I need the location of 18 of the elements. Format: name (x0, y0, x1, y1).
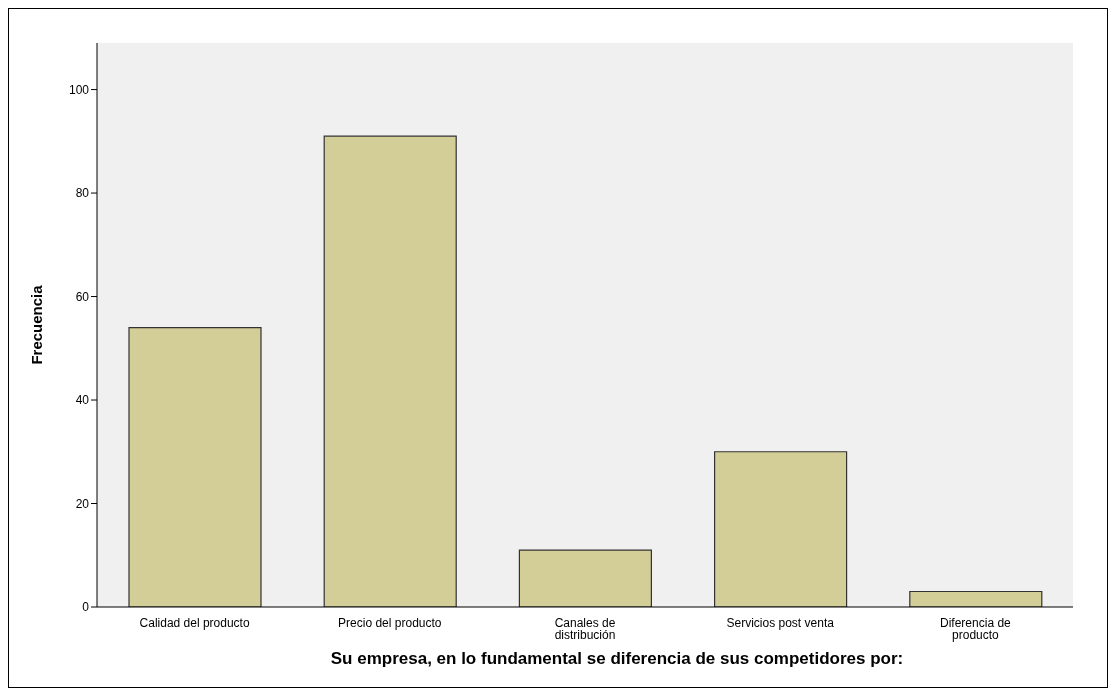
bar (714, 451, 848, 607)
y-tick-label: 80 (75, 186, 90, 201)
x-axis-title: Su empresa, en lo fundamental se diferencia de sus competidores por: (329, 649, 905, 669)
x-tick-label: Diferencia de producto (940, 616, 1012, 642)
bar (128, 326, 262, 607)
bar (909, 590, 1043, 607)
bar (323, 135, 457, 607)
bar (518, 549, 652, 607)
y-tick-label: 20 (75, 496, 90, 511)
y-axis-title: Frecuencia (28, 284, 46, 365)
x-tick-label: Servicios post venta (726, 616, 835, 630)
y-tick-label: 40 (75, 393, 90, 408)
y-tick-label: 100 (68, 82, 90, 97)
x-tick-label: Calidad del producto (139, 616, 250, 630)
x-tick-label: Canales de distribución (554, 616, 616, 642)
x-tick-label: Precio del producto (338, 616, 442, 630)
y-tick-label: 0 (82, 600, 90, 615)
y-tick-label: 60 (75, 289, 90, 304)
